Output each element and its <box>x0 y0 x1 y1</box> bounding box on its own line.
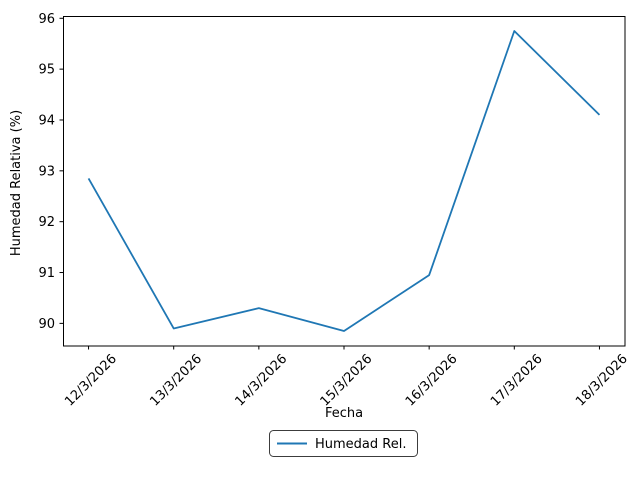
humidity-line <box>87 30 601 332</box>
legend: Humedad Rel. <box>269 430 418 457</box>
y-tick-label: 94 <box>38 113 55 128</box>
y-tick-label: 92 <box>38 215 55 230</box>
plot-area <box>63 16 625 346</box>
y-axis-label: Humedad Relativa (%) <box>9 110 24 256</box>
x-tick-label: 16/3/2026 <box>403 352 461 410</box>
legend-box <box>269 430 418 457</box>
x-tick-label: 17/3/2026 <box>488 352 546 410</box>
x-tick-label: 18/3/2026 <box>573 352 631 410</box>
x-tick-label: 13/3/2026 <box>147 352 205 410</box>
x-tick-label: 15/3/2026 <box>318 352 376 410</box>
axes-border <box>63 16 626 347</box>
y-axis-ticks: 90 91 92 93 94 95 96 <box>38 12 63 332</box>
y-tick-label: 93 <box>38 164 55 179</box>
y-tick-label: 95 <box>38 63 55 78</box>
x-tick-label: 14/3/2026 <box>232 352 290 410</box>
x-tick-label: 12/3/2026 <box>62 352 120 410</box>
x-axis-ticks: 12/3/2026 13/3/2026 14/3/2026 15/3/2026 16/3… <box>62 346 631 409</box>
y-tick-label: 90 <box>38 317 55 332</box>
legend-label: Humedad Rel. <box>315 437 406 452</box>
y-tick-label: 91 <box>38 266 55 281</box>
y-tick-label: 96 <box>38 12 55 27</box>
x-axis-label: Fecha <box>325 406 363 421</box>
